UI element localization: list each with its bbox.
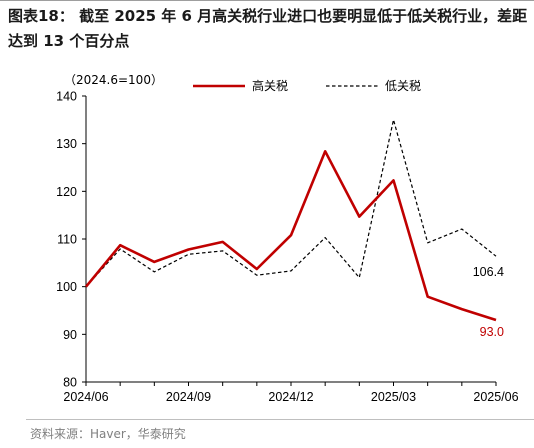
legend-label-high-tariff: 高关税	[252, 78, 288, 93]
x-tick-label: 2025/06	[473, 390, 518, 404]
y-tick-label: 110	[57, 233, 77, 247]
x-tick-label: 2024/09	[166, 390, 211, 404]
y-tick-label: 130	[56, 137, 77, 151]
x-tick-label: 2024/06	[63, 390, 108, 404]
legend-label-low-tariff: 低关税	[385, 79, 421, 93]
legend: 高关税 低关税	[193, 78, 421, 93]
figure-title: 图表18： 截至 2025 年 6 月高关税行业进口也要明显低于低关税行业，差距…	[8, 7, 528, 50]
top-rule	[0, 0, 534, 1]
chart-note: （2024.6=100）	[64, 73, 163, 87]
series-low-tariff-line	[85, 119, 497, 288]
y-tick-label: 120	[56, 185, 77, 199]
y-tick-label: 140	[56, 90, 77, 104]
axes: 80 90 100 110 120 130 140 2024/06 2024/09 2024/12…	[56, 90, 518, 405]
series-layer: 93.0 106.4	[84, 119, 504, 339]
x-tick-label: 2024/12	[268, 390, 313, 404]
x-tick-label: 2025/03	[371, 390, 416, 404]
series-high-tariff-line	[84, 150, 497, 322]
end-label-low-tariff: 106.4	[473, 265, 504, 279]
y-tick-label: 100	[56, 280, 77, 294]
source-rule	[26, 419, 534, 420]
y-tick-label: 90	[63, 328, 77, 342]
source-note: 资料来源：Haver，华泰研究	[30, 427, 186, 441]
y-tick-label: 80	[63, 376, 77, 390]
end-label-high-tariff: 93.0	[480, 325, 504, 339]
